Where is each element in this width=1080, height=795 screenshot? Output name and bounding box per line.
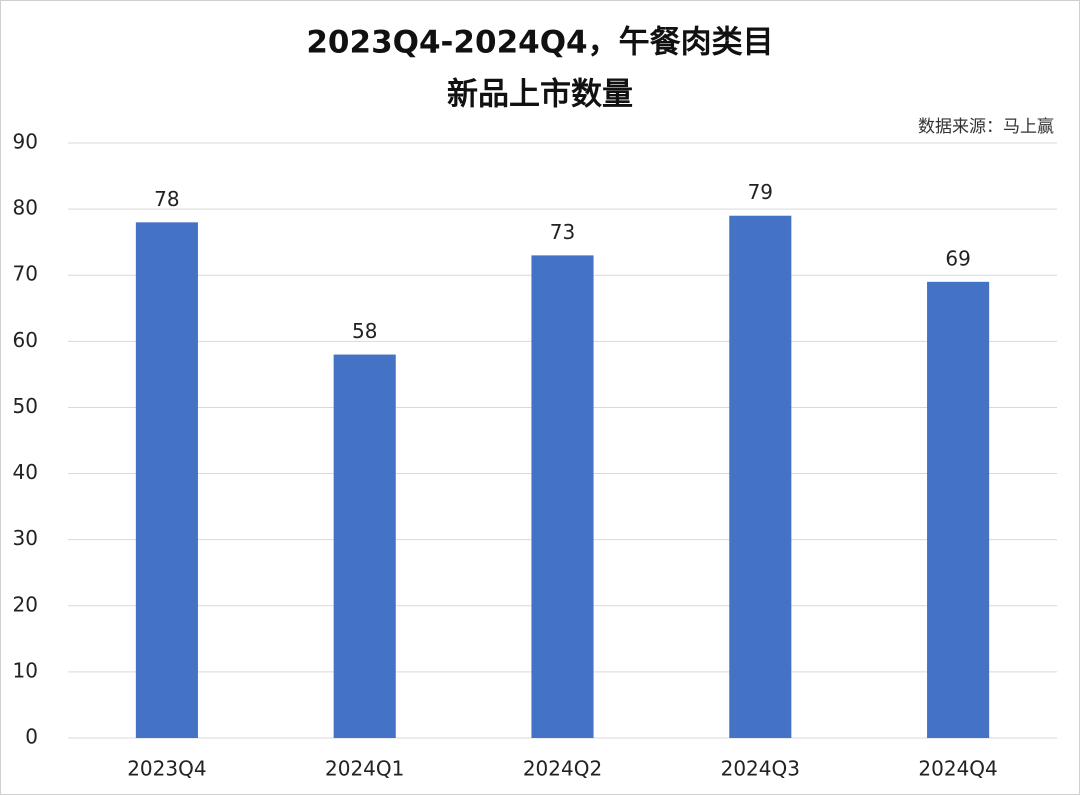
x-tick-label: 2024Q2 <box>523 757 602 781</box>
data-label: 58 <box>352 319 377 343</box>
y-tick-label: 70 <box>13 262 38 286</box>
y-tick-label: 60 <box>13 328 38 352</box>
y-tick-label: 40 <box>13 460 38 484</box>
x-tick-label: 2023Q4 <box>127 757 206 781</box>
chart-title: 2023Q4-2024Q4，午餐肉类目 <box>306 25 773 61</box>
x-tick-label: 2024Q1 <box>325 757 404 781</box>
x-tick-label: 2024Q3 <box>721 757 800 781</box>
data-label: 78 <box>154 187 179 211</box>
y-tick-label: 50 <box>13 394 38 418</box>
source-note: 数据来源：马上赢 <box>918 117 1054 137</box>
y-tick-label: 10 <box>13 658 38 682</box>
bar <box>531 255 594 738</box>
x-tick-label: 2024Q4 <box>918 757 997 781</box>
y-tick-label: 90 <box>13 130 38 154</box>
bar <box>729 215 792 738</box>
bar <box>927 281 990 738</box>
bar <box>333 354 396 738</box>
data-label: 69 <box>945 246 970 270</box>
data-label: 73 <box>550 220 575 244</box>
y-tick-label: 20 <box>13 592 38 616</box>
y-tick-label: 30 <box>13 526 38 550</box>
chart-title: 新品上市数量 <box>447 77 633 113</box>
y-tick-label: 80 <box>13 196 38 220</box>
bar <box>135 222 198 739</box>
y-tick-label: 0 <box>25 725 38 749</box>
data-label: 79 <box>748 180 773 204</box>
